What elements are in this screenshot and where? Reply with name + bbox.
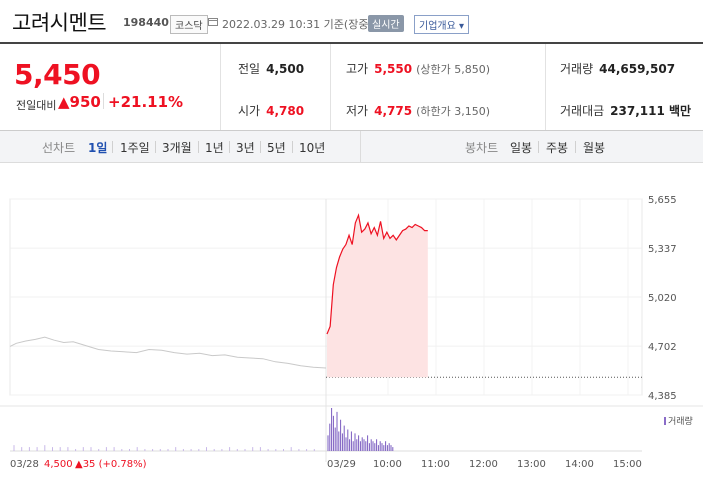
period-3y[interactable]: 3년 xyxy=(236,141,255,155)
period-3m[interactable]: 3개월 xyxy=(162,141,192,155)
y-tick-label: 5,655 xyxy=(648,195,677,206)
y-tick-label: 4,385 xyxy=(648,391,677,402)
current-price: 5,450 xyxy=(14,58,101,91)
y-tick-label: 4,702 xyxy=(648,342,677,353)
period-daily[interactable]: 일봉 xyxy=(510,141,533,155)
x-tick-label: 12:00 xyxy=(469,459,498,470)
x-tick-label: 15:00 xyxy=(613,459,642,470)
change-percent: +21.11% xyxy=(108,93,184,111)
period-bar: 선차트 1일 1주일 3개월 1년 3년 5년 10년 봉차트 일봉 주봉 월봉 xyxy=(0,131,703,163)
stock-name: 고려시멘트 xyxy=(12,11,107,35)
market-badge: 코스닥 xyxy=(170,15,208,34)
stat-low: 저가 4,775 (하한가 3,150) xyxy=(346,104,490,118)
header-divider xyxy=(0,42,703,44)
x-tick-label: 14:00 xyxy=(565,459,594,470)
period-10y[interactable]: 10년 xyxy=(299,141,326,155)
realtime-button[interactable]: 실시간 xyxy=(368,15,404,32)
period-1d[interactable]: 1일 xyxy=(88,141,108,155)
column-divider xyxy=(330,44,331,130)
x-tick-label: 11:00 xyxy=(421,459,450,470)
prev-day-close: 4,500 xyxy=(44,459,73,470)
x-tick-label: 03/28 xyxy=(10,459,39,470)
change-label: 전일대비 xyxy=(16,99,57,112)
change-divider xyxy=(103,93,104,109)
company-info-button[interactable]: 기업개요 ▾ xyxy=(414,15,469,34)
stock-code: 198440 xyxy=(123,16,169,29)
period-5y[interactable]: 5년 xyxy=(267,141,286,155)
series-line-0328 xyxy=(9,336,327,369)
stat-open: 시가 4,780 xyxy=(238,104,305,118)
column-divider xyxy=(545,44,546,130)
stat-trade-value: 거래대금 237,111 백만 xyxy=(560,104,692,118)
volume-legend: 거래량 xyxy=(664,414,693,427)
prev-day-change: ▲35 (+0.78%) xyxy=(75,459,147,470)
period-1w[interactable]: 1주일 xyxy=(120,141,150,155)
series-line-0329 xyxy=(326,213,428,335)
stat-high: 고가 5,550 (상한가 5,850) xyxy=(346,62,490,76)
y-tick-label: 5,020 xyxy=(648,293,677,304)
price-block: 5,450 전일대비 ▲950 +21.11% xyxy=(0,44,220,130)
calendar-icon xyxy=(208,18,218,26)
y-tick-label: 5,337 xyxy=(648,244,677,255)
period-monthly[interactable]: 월봉 xyxy=(583,141,606,155)
change-amount: ▲950 xyxy=(58,93,101,111)
quote-time: 2022.03.29 10:31 기준(장중) xyxy=(222,18,373,31)
stock-header: 고려시멘트 198440 코스닥 2022.03.29 10:31 기준(장중)… xyxy=(0,0,703,44)
x-tick-label: 10:00 xyxy=(373,459,402,470)
x-tick-label: 13:00 xyxy=(517,459,546,470)
stat-volume: 거래량 44,659,507 xyxy=(560,62,676,76)
quote-divider xyxy=(0,130,703,131)
period-1y[interactable]: 1년 xyxy=(205,141,224,155)
line-chart-label: 선차트 xyxy=(42,141,76,155)
x-tick-label: 03/29 xyxy=(327,459,356,470)
candle-chart-label: 봉차트 xyxy=(465,141,499,155)
column-divider xyxy=(220,44,221,130)
stat-prev-close: 전일 4,500 xyxy=(238,62,305,76)
price-chart: 5,655 5,337 5,020 4,702 4,385 03/29 10:00 11:00… xyxy=(0,195,703,470)
period-weekly[interactable]: 주봉 xyxy=(546,141,569,155)
series-area-0329 xyxy=(327,215,428,378)
